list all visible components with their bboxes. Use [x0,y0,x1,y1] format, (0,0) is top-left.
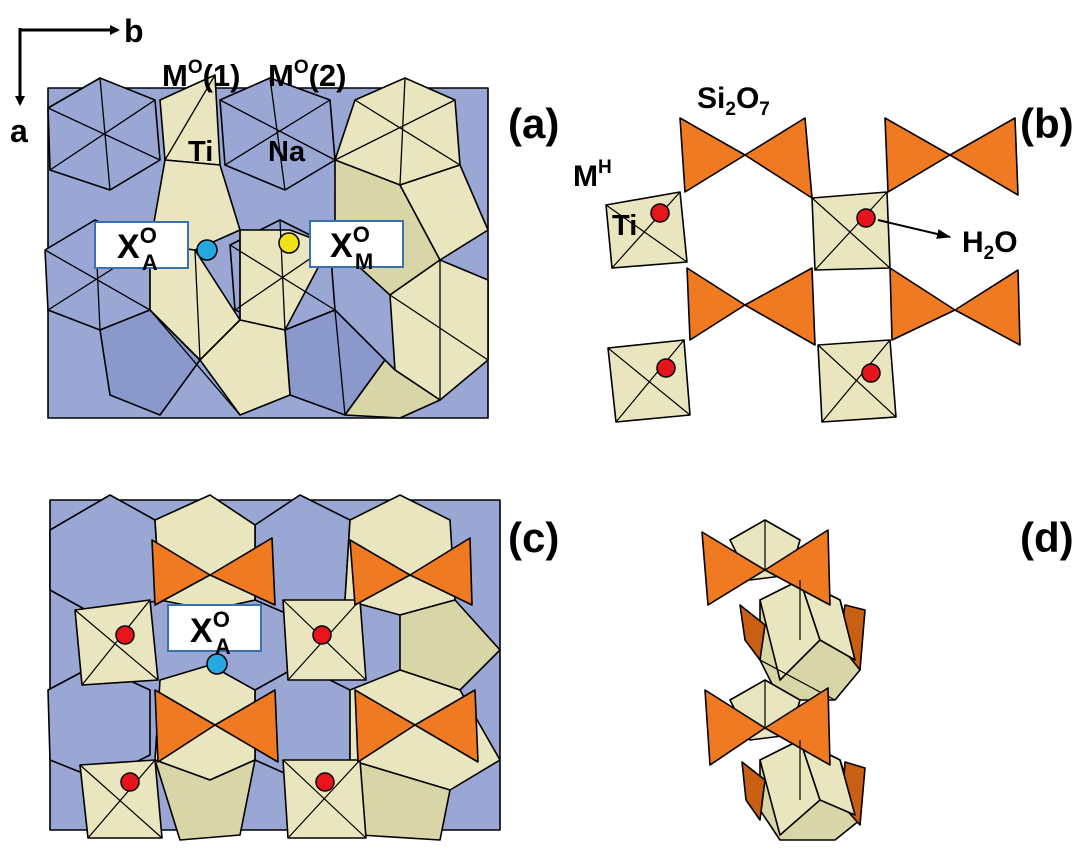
h2o-pointer-arrow-icon [877,219,951,239]
labels: b a MO(1) MO(2) Ti Na XO A XO M (a) (b) (c… [10,13,1074,659]
panel-c-combined-view [47,494,501,841]
panel-c-xoa-label: XO A [190,607,231,659]
panel-c-h2o-site-marker [312,625,332,645]
panel-b-h2o-site-marker [861,363,881,383]
panel-a-ti-label: Ti [188,136,213,168]
panel-a-xoa-site-marker [196,239,218,261]
axis-b-label: b [124,13,144,49]
panel-c-xoa-site-marker [206,653,228,675]
panel-c-h2o-site-marker [115,625,135,645]
panel-c-h2o-site-marker [315,772,335,792]
panel-b-h2o-site-marker [650,203,670,223]
h2o-label: H2O [962,226,1018,264]
panel-c-h2o-site-marker [120,772,140,792]
mh-label: MH [573,157,612,193]
panel-a-yellow-octahedra [149,74,489,419]
panel-b-ti-label: Ti [612,210,637,242]
panel-label-a: (a) [508,100,559,147]
panel-a-xom-label: XO M [330,222,373,274]
panel-label-d: (d) [1020,514,1074,561]
panel-b-si2o7-tetrahedra [679,117,1021,346]
panel-a-xoa-label-box [94,221,189,269]
panel-label-b: (b) [1020,100,1074,147]
axis-a-label: a [10,113,28,149]
panel-c-si2o7-tetrahedra [151,537,479,763]
panel-b-heteropolyhedral-layer [605,117,1021,423]
panel-a-xom-site-marker [278,232,300,254]
panel-a-xom-label-box [309,220,404,268]
si2o7-label: Si2O7 [697,82,770,120]
panel-a-xoa-label: XO A [117,223,158,275]
panel-b-h2o-site-marker [656,358,676,378]
panel-a-edges [44,74,489,416]
axis-arrows [15,25,120,106]
mo1-label: MO(1) [162,57,241,93]
panel-label-c: (c) [508,514,559,561]
mo2-label: MO(2) [268,57,347,93]
panel-d-side-view [701,519,866,841]
panel-b-h2o-site-marker [856,208,876,228]
panel-a-octahedral-layer [44,74,489,419]
panel-a-na-label: Na [268,136,306,168]
panel-c-xoa-label-box [167,604,262,652]
